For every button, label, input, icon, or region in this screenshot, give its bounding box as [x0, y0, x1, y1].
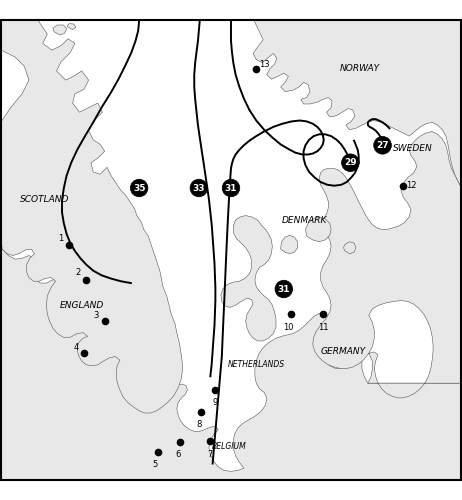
Polygon shape [313, 132, 461, 398]
Polygon shape [1, 243, 461, 480]
Text: 5: 5 [152, 460, 158, 469]
Text: ENGLAND: ENGLAND [60, 300, 104, 310]
Polygon shape [305, 217, 331, 242]
Text: 29: 29 [344, 158, 357, 167]
Text: 11: 11 [317, 322, 328, 332]
Polygon shape [253, 20, 461, 186]
Polygon shape [280, 236, 298, 254]
Text: 27: 27 [376, 141, 389, 150]
Text: 7: 7 [207, 450, 213, 459]
Text: 13: 13 [259, 60, 270, 68]
Text: 6: 6 [176, 450, 181, 460]
Text: 8: 8 [196, 420, 201, 429]
Text: 4: 4 [73, 344, 79, 352]
Text: 9: 9 [213, 398, 218, 407]
Polygon shape [53, 25, 67, 35]
Text: GERMANY: GERMANY [321, 346, 366, 356]
Polygon shape [67, 24, 76, 30]
Text: NORWAY: NORWAY [340, 64, 380, 73]
Text: BELGIUM: BELGIUM [211, 442, 246, 451]
Text: 3: 3 [94, 311, 99, 320]
Polygon shape [221, 216, 276, 341]
Text: 1: 1 [59, 234, 64, 243]
Polygon shape [1, 20, 183, 413]
Text: 10: 10 [283, 322, 294, 332]
Text: 31: 31 [225, 184, 237, 192]
Text: SCOTLAND: SCOTLAND [20, 195, 70, 204]
Text: NETHERLANDS: NETHERLANDS [228, 360, 285, 370]
Text: 2: 2 [75, 268, 81, 278]
Text: DENMARK: DENMARK [282, 216, 327, 224]
Text: SWEDEN: SWEDEN [393, 144, 432, 154]
Text: 35: 35 [133, 184, 146, 192]
Polygon shape [344, 242, 356, 254]
Text: 12: 12 [406, 181, 417, 190]
Text: 33: 33 [193, 184, 205, 192]
Text: 31: 31 [278, 284, 290, 294]
